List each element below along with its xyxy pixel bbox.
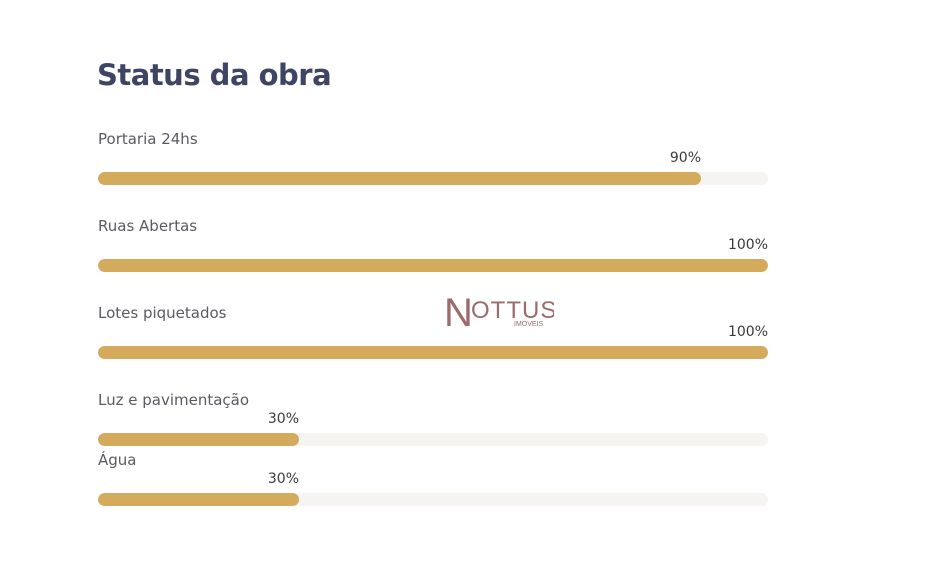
progress-percent: 100% <box>727 237 768 253</box>
progress-label: Lotes piquetados <box>98 304 227 322</box>
progress-percent: 100% <box>727 324 768 340</box>
progress-track <box>98 172 768 185</box>
progress-fill <box>98 259 768 272</box>
page-title: Status da obra <box>97 58 332 92</box>
progress-track <box>98 259 768 272</box>
nottus-watermark-logo: N OTTUS IMOVEIS <box>444 291 554 334</box>
progress-track <box>98 493 768 506</box>
progress-label: Portaria 24hs <box>98 130 198 148</box>
progress-fill <box>98 346 768 359</box>
watermark-brand: OTTUS <box>471 297 554 324</box>
progress-percent: 30% <box>267 471 299 487</box>
progress-percent: 90% <box>669 150 701 166</box>
progress-fill <box>98 433 299 446</box>
progress-fill <box>98 493 299 506</box>
watermark-n: N <box>444 291 473 334</box>
progress-label: Água <box>98 451 137 469</box>
progress-fill <box>98 172 701 185</box>
progress-track <box>98 346 768 359</box>
watermark-sub: IMOVEIS <box>514 321 544 328</box>
progress-label: Luz e pavimentação <box>98 391 250 409</box>
progress-label: Ruas Abertas <box>98 217 198 235</box>
progress-track <box>98 433 768 446</box>
progress-percent: 30% <box>267 411 299 427</box>
